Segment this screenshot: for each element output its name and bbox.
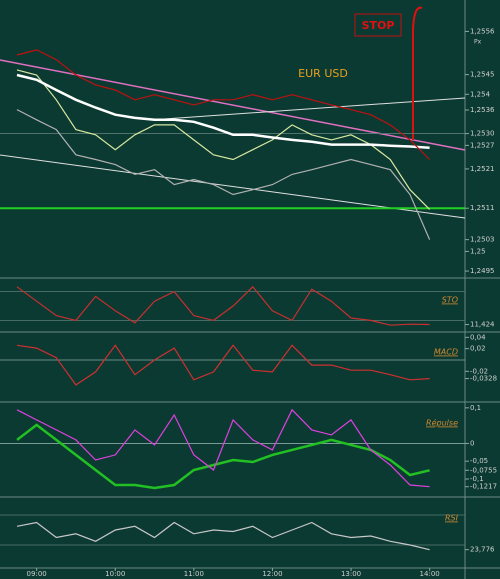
x-tick-label: 11:00	[184, 570, 204, 578]
y-tick-label: 1,2536	[470, 106, 495, 114]
series-line	[16, 73, 430, 149]
series-line	[16, 521, 430, 551]
series-line	[16, 285, 430, 326]
y-tick-label: -0,1	[470, 475, 484, 483]
y-tick-label: 0	[470, 439, 474, 447]
y-tick-label: 1,2511	[470, 204, 495, 212]
y-tick-label: 0,02	[470, 345, 486, 353]
y-tick-label: 0,04	[470, 333, 486, 341]
x-tick-label: 14:00	[420, 570, 440, 578]
x-tick-label: 12:00	[262, 570, 282, 578]
y-tick-label: -0,0755	[470, 466, 497, 474]
series-line	[16, 69, 431, 210]
y-tick-label: 0,1	[470, 404, 481, 412]
y-tick-label: 1,254	[470, 90, 491, 98]
y-tick-label: -0,1217	[470, 483, 497, 491]
y-tick-label: 11,424	[470, 321, 495, 329]
series-line	[16, 408, 430, 488]
y-tick-label: 1,2503	[470, 236, 495, 244]
x-tick-label: 09:00	[27, 570, 47, 578]
y-tick-label: 1,2527	[470, 141, 495, 149]
y-tick-label: 1,2556	[470, 27, 495, 35]
trend-line	[0, 59, 466, 151]
y-tick-label: 23,776	[470, 546, 495, 554]
stop-box	[354, 13, 402, 37]
y-tick-label: 1,2530	[470, 130, 495, 138]
stop-arrow	[412, 6, 423, 140]
series-line	[16, 109, 431, 240]
panel-title: RSI	[445, 514, 459, 523]
panel-title: STO	[442, 296, 458, 305]
y-tick-label: 1,2495	[470, 267, 495, 275]
series-line	[16, 423, 430, 490]
x-tick-label: 13:00	[341, 570, 361, 578]
panel-title: Répulse	[426, 418, 458, 428]
annotation: STOP	[362, 19, 395, 32]
series-line	[16, 49, 431, 160]
panel-title: MACD	[434, 348, 458, 357]
chart-title: EUR USD	[298, 67, 348, 80]
y-tick-label: -0,02	[470, 367, 488, 375]
axis-label: Px	[474, 39, 482, 46]
series-line	[16, 344, 430, 386]
y-tick-label: 1,25	[470, 247, 486, 255]
y-tick-label: -0,05	[470, 457, 488, 465]
x-tick-label: 10:00	[105, 570, 125, 578]
y-tick-label: -0,0328	[470, 375, 497, 383]
y-tick-label: 1,2545	[470, 71, 495, 79]
y-tick-label: 1,2521	[470, 165, 495, 173]
